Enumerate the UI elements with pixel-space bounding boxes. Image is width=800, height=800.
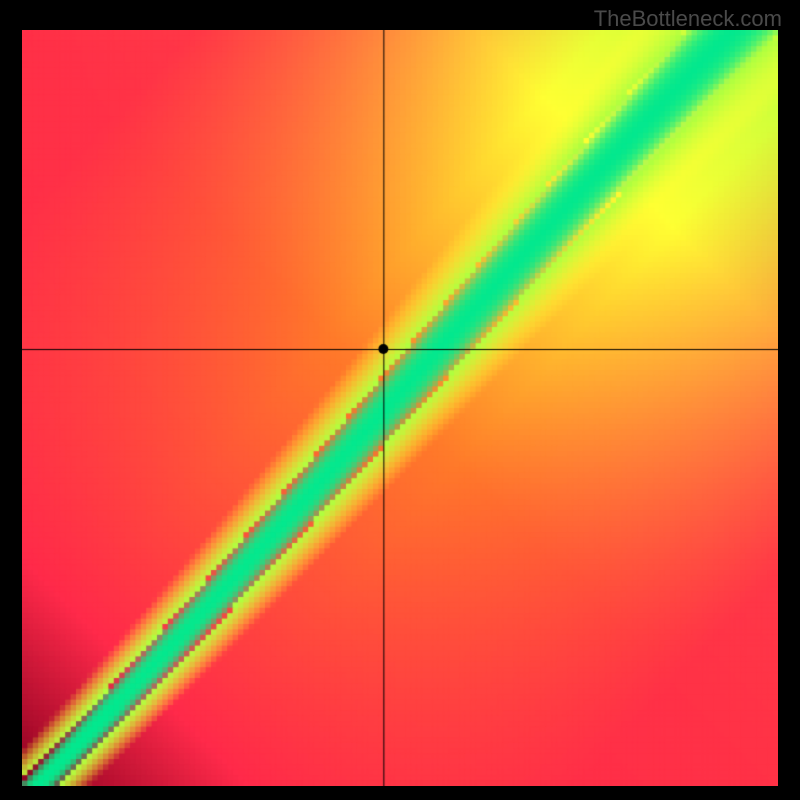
heatmap-canvas — [22, 30, 778, 786]
bottleneck-heatmap — [22, 30, 778, 786]
watermark-text: TheBottleneck.com — [594, 6, 782, 32]
